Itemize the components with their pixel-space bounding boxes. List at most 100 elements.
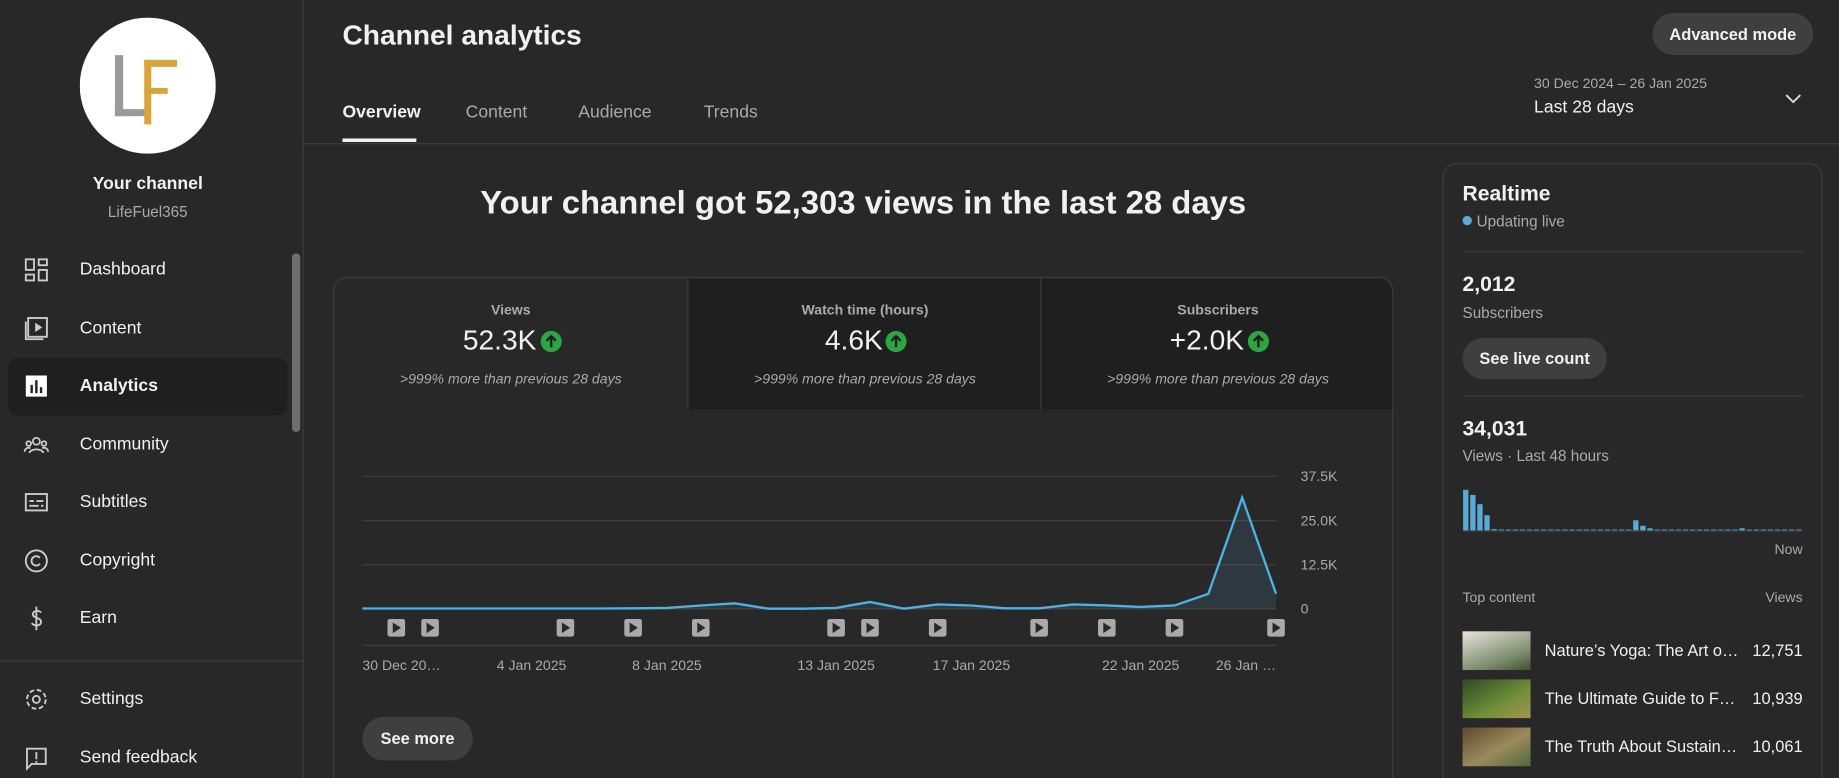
bar xyxy=(1732,529,1738,531)
channel-avatar[interactable] xyxy=(79,17,216,154)
tab-underline xyxy=(342,138,417,142)
metric-label: Watch time (hours) xyxy=(801,301,929,319)
date-range[interactable]: 30 Dec 2024 – 26 Jan 2025 xyxy=(1534,75,1707,92)
nav-item[interactable]: Community xyxy=(79,434,169,455)
bar xyxy=(1569,529,1575,531)
video-marker[interactable] xyxy=(1030,618,1048,637)
page-title: Channel analytics xyxy=(342,19,582,52)
now-label: Now xyxy=(1774,540,1803,558)
subtitles-icon xyxy=(24,493,48,512)
divider xyxy=(1462,251,1803,253)
video-marker[interactable] xyxy=(624,618,642,637)
top-content-label: Top content xyxy=(1462,589,1536,606)
video-marker[interactable] xyxy=(1267,618,1285,637)
up-arrow xyxy=(885,330,907,353)
metric-change: >999% more than previous 28 days xyxy=(1107,370,1329,388)
channel-label: Your channel xyxy=(92,173,203,194)
bar xyxy=(1618,529,1625,531)
tab-active[interactable]: Overview xyxy=(342,102,421,123)
metric-tab[interactable]: Subscribers +2.0K >999% more than previo… xyxy=(1040,278,1393,410)
x-tick-label: 22 Jan 2025 xyxy=(1102,657,1180,673)
metric-tab[interactable]: Watch time (hours) 4.6K >999% more than … xyxy=(687,278,1042,410)
video-views: 10,061 xyxy=(1752,736,1803,756)
bar xyxy=(1470,494,1476,531)
metric-change: >999% more than previous 28 days xyxy=(399,370,622,388)
nav-item[interactable]: Earn xyxy=(79,607,117,628)
bar xyxy=(1590,529,1596,531)
chevron[interactable] xyxy=(1784,92,1803,106)
bar xyxy=(1477,504,1483,531)
x-tick-label: 30 Dec 20… xyxy=(362,657,440,673)
nav-item[interactable]: Send feedback xyxy=(79,747,198,768)
nav-item[interactable]: Analytics xyxy=(79,375,158,396)
bar xyxy=(1611,529,1618,531)
nav-item[interactable]: Copyright xyxy=(79,550,156,571)
y-tick-label: 37.5K xyxy=(1301,468,1338,484)
bar xyxy=(1711,529,1717,531)
nav-item[interactable]: Dashboard xyxy=(79,259,166,280)
subscriber-count: 2,012 xyxy=(1462,272,1516,296)
bar xyxy=(1689,529,1696,531)
bar xyxy=(1519,529,1526,531)
area xyxy=(362,497,1277,610)
tab[interactable]: Trends xyxy=(703,102,758,123)
live-dot xyxy=(1462,215,1472,226)
divider xyxy=(1462,395,1803,397)
metric-value: 4.6K xyxy=(824,325,883,357)
channel-name: LifeFuel365 xyxy=(107,203,188,221)
video-title[interactable]: Nature’s Yoga: The Art o… xyxy=(1544,640,1739,660)
bar xyxy=(1526,529,1533,531)
video-views: 10,939 xyxy=(1752,688,1803,708)
video-marker[interactable] xyxy=(861,618,879,637)
tab[interactable]: Content xyxy=(465,102,528,123)
advanced-mode-button[interactable]: Advanced mode xyxy=(1652,12,1814,56)
period[interactable]: Last 28 days xyxy=(1534,97,1634,118)
video-title[interactable]: The Ultimate Guide to F… xyxy=(1544,688,1736,708)
realtime-title: Realtime xyxy=(1462,181,1551,206)
copyright-icon xyxy=(24,549,48,573)
bar xyxy=(1512,529,1519,531)
see-more-button[interactable]: See more xyxy=(362,716,473,761)
thumbnail[interactable] xyxy=(1462,679,1531,719)
video-marker[interactable] xyxy=(1098,618,1116,637)
video-title[interactable]: The Truth About Sustain… xyxy=(1544,736,1738,756)
headline: Your channel got 52,303 views in the las… xyxy=(480,184,1247,221)
x-tick-label: 4 Jan 2025 xyxy=(497,657,567,673)
nav-item[interactable]: Subtitles xyxy=(79,491,148,512)
metric-label: Views xyxy=(490,301,531,319)
video-marker[interactable] xyxy=(928,618,947,637)
thumbnail[interactable] xyxy=(1462,631,1531,671)
sidebar xyxy=(0,0,304,778)
video-marker[interactable] xyxy=(421,618,439,637)
bar xyxy=(1604,529,1611,531)
tab[interactable]: Audience xyxy=(578,102,652,123)
nav-item[interactable]: Content xyxy=(79,318,142,338)
metric-tab[interactable]: Views 52.3K >999% more than previous 28 … xyxy=(334,278,688,410)
bar xyxy=(1760,529,1767,531)
community-icon xyxy=(23,436,49,454)
bar xyxy=(1555,529,1561,531)
video-marker[interactable] xyxy=(556,618,575,637)
video-marker[interactable] xyxy=(691,618,710,637)
y-tick-label: 12.5K xyxy=(1301,557,1338,573)
thumbnail[interactable] xyxy=(1462,727,1531,767)
video-marker[interactable] xyxy=(1165,618,1184,637)
earn-icon xyxy=(30,606,42,631)
nav-item[interactable]: Settings xyxy=(79,688,144,709)
bar xyxy=(1626,529,1632,531)
divider xyxy=(0,660,303,662)
video-marker[interactable] xyxy=(827,618,845,637)
bar xyxy=(1789,529,1795,531)
x-tick-label: 13 Jan 2025 xyxy=(797,657,875,673)
content-icon xyxy=(24,317,48,341)
bar xyxy=(1541,529,1547,531)
video-marker[interactable] xyxy=(387,618,406,637)
up-arrow xyxy=(1247,330,1270,353)
bar xyxy=(1491,529,1497,531)
live-count-button[interactable]: See live count xyxy=(1462,337,1607,380)
scrollbar xyxy=(292,253,301,432)
bar xyxy=(1675,529,1682,531)
y-tick-label: 0 xyxy=(1301,601,1309,617)
views-chart: 0 12.5K 25.0K 37.5K 30 Dec 20… 4 Jan 2025 8 Ja… xyxy=(362,468,1338,673)
